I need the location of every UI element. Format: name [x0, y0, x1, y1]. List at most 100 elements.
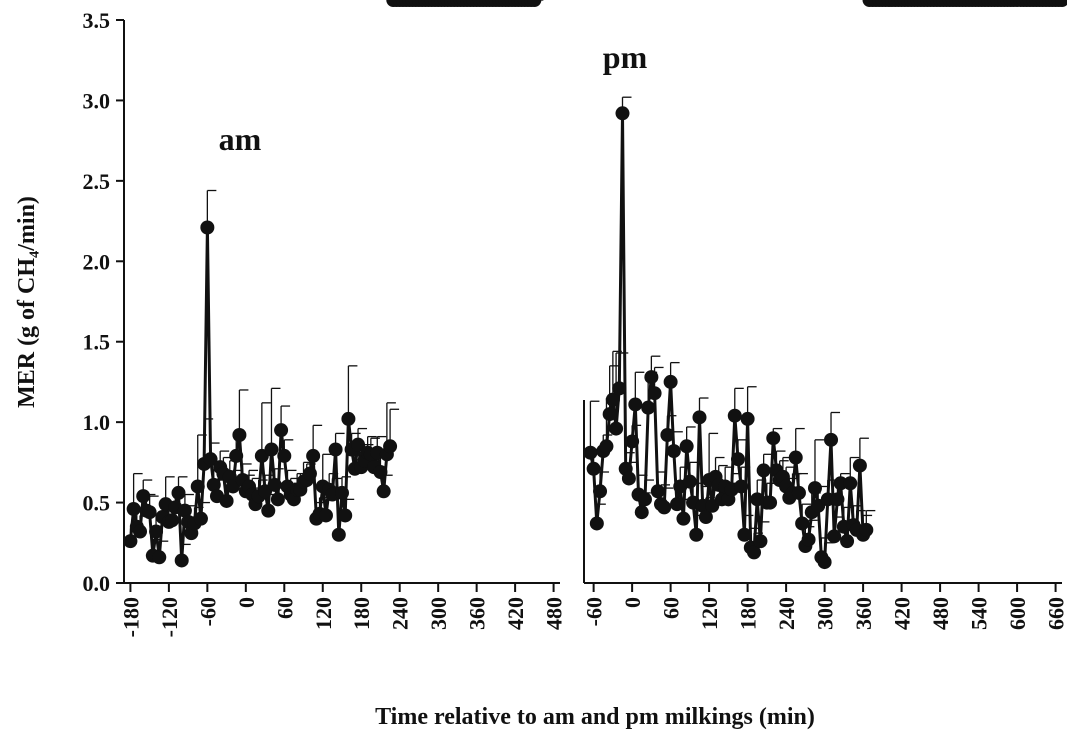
data-point [670, 497, 685, 512]
data-point [820, 492, 835, 507]
y-axis-title: MER (g of CH₄/min) [14, 196, 40, 408]
data-point [695, 498, 710, 513]
data-point [193, 511, 208, 526]
x-tick-label: 180 [349, 597, 374, 630]
data-point [277, 448, 292, 463]
data-point [270, 492, 285, 507]
data-point [682, 474, 697, 489]
data-point [763, 495, 778, 510]
data-point [737, 527, 752, 542]
data-point [833, 476, 848, 491]
x-tick-label: -60 [582, 597, 607, 626]
data-point [753, 534, 768, 549]
data-point [666, 444, 681, 459]
x-tick-label: 420 [503, 597, 528, 630]
data-point [165, 513, 180, 528]
data-point [612, 381, 627, 396]
data-point [206, 477, 221, 492]
x-tick-label: 60 [659, 597, 684, 619]
data-point [589, 516, 604, 531]
x-tick-label: 120 [697, 597, 722, 630]
panel-pm: -60 0 60 120 180 240 300 360 420 480 540 600 660 pm [582, 0, 1067, 630]
data-point [621, 471, 636, 486]
annotation-am: am [219, 121, 262, 157]
data-point [727, 408, 742, 423]
data-point [766, 431, 781, 446]
x-tick-label: 600 [1005, 597, 1030, 630]
y-tick-label: 0.5 [83, 491, 111, 516]
data-point [650, 484, 665, 499]
x-tick-label: 300 [813, 597, 838, 630]
y-tick-label: 2.0 [83, 249, 111, 274]
data-point [229, 448, 244, 463]
data-point [190, 479, 205, 494]
x-tick-label: 480 [542, 597, 567, 630]
data-point [200, 220, 215, 235]
data-point [302, 466, 317, 481]
data-point [133, 524, 148, 539]
data-point [605, 392, 620, 407]
x-tick-label: 0 [620, 597, 645, 608]
data-point [827, 529, 842, 544]
data-point [583, 445, 598, 460]
data-point [807, 481, 822, 496]
x-tick-label: -180 [118, 597, 143, 637]
data-point [852, 458, 867, 473]
y-axis: 0.0 0.5 1.0 1.5 2.0 2.5 3.0 3.5 [83, 8, 125, 596]
x-tick-label: 180 [736, 597, 761, 630]
data-point [840, 534, 855, 549]
data-point [641, 400, 656, 415]
data-point [628, 397, 643, 412]
data-point [647, 386, 662, 401]
y-tick-label: 1.0 [83, 410, 111, 435]
x-tick-label: 120 [311, 597, 336, 630]
data-point [203, 452, 218, 467]
y-tick-label: 1.5 [83, 330, 111, 355]
data-point [123, 534, 138, 549]
y-tick-label: 2.5 [83, 169, 111, 194]
data-point [747, 545, 762, 560]
x-tick-label: 240 [774, 597, 799, 630]
data-point [267, 477, 282, 492]
x-tick-label: 240 [388, 597, 413, 630]
data-point [859, 522, 874, 537]
data-point [335, 485, 349, 500]
data-point [730, 452, 745, 467]
data-point [824, 432, 839, 447]
data-point [126, 502, 141, 517]
data-point [609, 421, 624, 436]
data-point [817, 555, 832, 570]
y-tick-label: 3.5 [83, 8, 111, 33]
y-tick-label: 0.0 [83, 571, 111, 596]
data-point [663, 374, 678, 389]
data-point [586, 461, 601, 476]
data-point [1055, 0, 1067, 7]
data-point [338, 508, 353, 523]
x-tick-label: 360 [851, 597, 876, 630]
data-point [383, 439, 398, 454]
data-point [136, 489, 151, 504]
data-point [171, 485, 186, 500]
x-tick-label: 60 [272, 597, 297, 619]
data-point [261, 503, 276, 518]
data-point [177, 503, 192, 518]
data-point [219, 493, 234, 508]
x-tick-label: 300 [426, 597, 451, 630]
data-point [306, 448, 321, 463]
y-tick-label: 3.0 [83, 88, 111, 113]
data-point [676, 511, 691, 526]
data-point [174, 553, 189, 568]
data-point [843, 476, 858, 491]
x-tick-label: -60 [195, 597, 220, 626]
data-point [351, 437, 366, 452]
data-point [637, 492, 652, 507]
data-point [232, 428, 247, 443]
data-point [274, 423, 289, 438]
data-point [264, 442, 279, 457]
data-point [373, 465, 388, 480]
data-point [331, 527, 346, 542]
data-point [328, 442, 343, 457]
data-point [593, 484, 608, 499]
data-point [318, 508, 333, 523]
